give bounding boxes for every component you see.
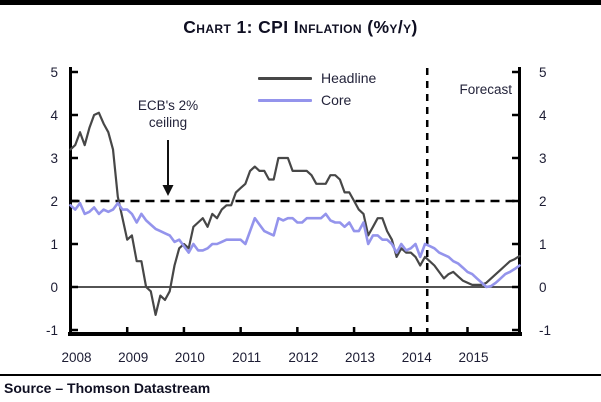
ecb-ceiling-line2: ceiling	[148, 115, 188, 130]
ecb-ceiling-line1: ECB's 2%	[137, 98, 199, 113]
legend-item-core: Core	[258, 92, 376, 108]
y-axis-right-tick-label: 2	[539, 193, 547, 209]
y-axis-left-tick-label: 3	[50, 150, 58, 166]
headline-line-swatch	[258, 76, 312, 80]
headline-series-line	[69, 111, 521, 316]
legend-label-headline: Headline	[321, 70, 377, 86]
y-axis-left-tick-label: -1	[45, 322, 58, 338]
x-axis-year-label: 2014	[401, 350, 432, 365]
y-axis-left-tick-label: 2	[50, 193, 58, 209]
forecast-region-label: Forecast	[459, 82, 512, 97]
core-series-line	[69, 201, 521, 289]
source-divider-rule	[0, 374, 601, 376]
x-axis-year-label: 2008	[61, 350, 92, 365]
core-line-swatch	[258, 98, 312, 102]
down-arrow-icon	[162, 185, 174, 196]
y-axis-right-tick-label: 4	[539, 107, 547, 123]
y-axis-left-tick-label: 4	[50, 107, 58, 123]
source-attribution: Source – Thomson Datastream	[4, 380, 211, 396]
y-axis-right-tick-label: 1	[539, 236, 547, 252]
y-axis-right-tick-label: 3	[539, 150, 547, 166]
x-axis-year-label: 2012	[288, 350, 319, 365]
x-axis-year-label: 2009	[118, 350, 149, 365]
y-axis-right-tick-label: 5	[539, 64, 547, 80]
y-axis-left-tick-label: 0	[50, 279, 58, 295]
x-axis-year-label: 2015	[458, 350, 489, 365]
y-axis-left-tick-label: 5	[50, 64, 58, 80]
chart-legend: Headline Core	[258, 70, 376, 114]
x-axis-year-label: 2013	[345, 350, 376, 365]
y-axis-right-tick-label: 0	[539, 279, 547, 295]
x-axis-year-label: 2010	[174, 350, 205, 365]
y-axis-left-tick-label: 1	[50, 236, 58, 252]
legend-label-core: Core	[321, 92, 352, 108]
x-axis-year-label: 2011	[232, 350, 262, 365]
legend-item-headline: Headline	[258, 70, 376, 86]
top-rule	[0, 0, 601, 5]
page-title: Chart 1: CPI Inflation (%y/y)	[183, 17, 418, 37]
ecb-ceiling-annotation: ECB's 2% ceiling	[126, 97, 210, 131]
y-axis-right-tick-label: -1	[539, 322, 552, 338]
